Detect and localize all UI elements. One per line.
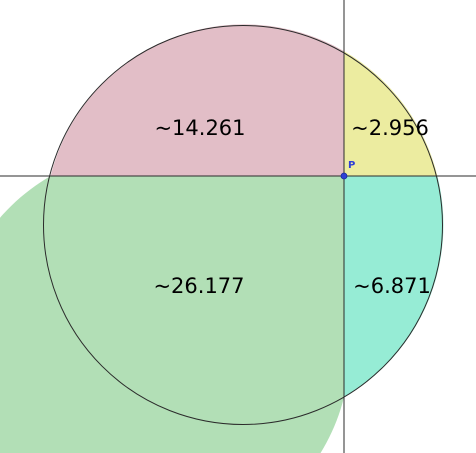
region-label-bottom-left: ~26.177 [153,274,244,298]
region-label-top-left: ~14.261 [154,116,245,140]
region-label-bottom-right: ~6.871 [353,274,431,298]
point-p[interactable] [340,172,348,180]
region-top-left [50,24,344,177]
region-bottom-left [0,176,344,453]
circle-outline [43,25,443,425]
region-bottom-right [344,176,444,398]
point-p-label: P [348,160,355,171]
region-label-top-right: ~2.956 [351,116,429,140]
region-top-right [344,51,438,176]
